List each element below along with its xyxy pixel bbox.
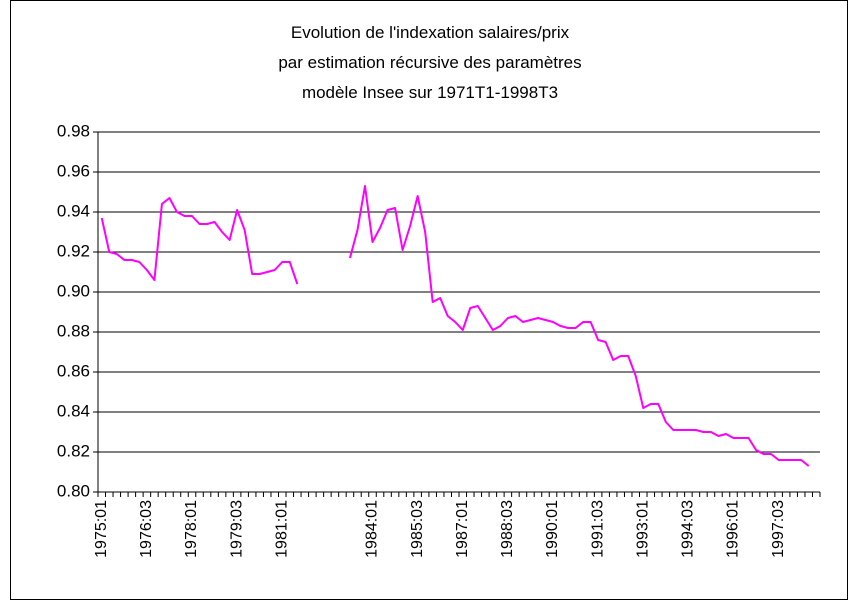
x-tick-label: 1981:01 <box>273 500 290 558</box>
x-tick-label: 1994:03 <box>680 500 697 558</box>
x-tick-label: 1996:01 <box>725 500 742 558</box>
y-tick-label: 0.90 <box>57 281 90 300</box>
x-tick-label: 1990:01 <box>544 500 561 558</box>
chart-title: Evolution de l'indexation salaires/prix <box>291 23 570 42</box>
x-tick-label: 1976:03 <box>138 500 155 558</box>
y-tick-label: 0.86 <box>57 361 90 380</box>
y-tick-label: 0.98 <box>57 121 90 140</box>
x-tick-label: 1975:01 <box>93 500 110 558</box>
y-tick-label: 0.84 <box>57 401 90 420</box>
x-tick-label: 1985:03 <box>409 500 426 558</box>
plot-area <box>98 132 820 492</box>
x-tick-label: 1979:03 <box>228 500 245 558</box>
y-tick-label: 0.82 <box>57 441 90 460</box>
chart-subtitle: par estimation récursive des paramètres <box>278 53 581 72</box>
chart-subtitle: modèle Insee sur 1971T1-1998T3 <box>302 83 558 102</box>
y-tick-label: 0.96 <box>57 161 90 180</box>
x-tick-label: 1978:01 <box>183 500 200 558</box>
y-tick-label: 0.94 <box>57 201 90 220</box>
data-line <box>100 197 299 285</box>
data-line <box>348 185 810 467</box>
x-tick-label: 1987:01 <box>454 500 471 558</box>
x-tick-label: 1993:01 <box>634 500 651 558</box>
y-tick-label: 0.88 <box>57 321 90 340</box>
x-tick-label: 1988:03 <box>499 500 516 558</box>
y-tick-label: 0.80 <box>57 481 90 500</box>
x-tick-label: 1997:03 <box>770 500 787 558</box>
y-tick-label: 0.92 <box>57 241 90 260</box>
x-tick-label: 1991:03 <box>589 500 606 558</box>
x-tick-label: 1984:01 <box>364 500 381 558</box>
